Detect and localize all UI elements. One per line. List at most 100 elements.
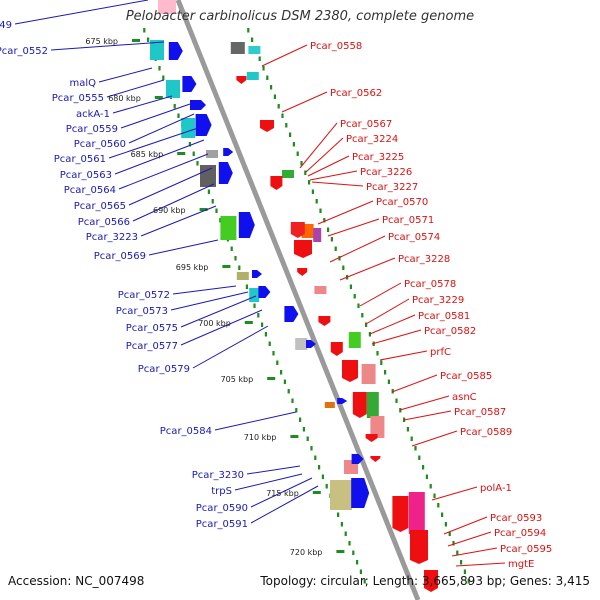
ruler-ticks xyxy=(132,28,470,584)
leader-line xyxy=(118,153,209,190)
ruler-dot xyxy=(387,379,390,384)
left-gene-label: Pcar_3223 xyxy=(86,232,138,243)
gene-arrow xyxy=(370,456,381,462)
ruler-dot xyxy=(361,313,364,318)
ruler-dot xyxy=(247,28,250,33)
kbp-tick xyxy=(132,39,140,42)
left-gene-label: Pcar_0577 xyxy=(126,341,178,352)
leader-line xyxy=(120,103,191,129)
left-gene-label: Pcar_0591 xyxy=(196,519,248,530)
ruler-dot xyxy=(356,560,359,565)
ruler-dot xyxy=(352,550,355,555)
ruler-dot xyxy=(299,417,302,422)
leader-line xyxy=(431,486,478,501)
leader-line xyxy=(329,235,386,263)
ruler-dot xyxy=(173,104,176,109)
gene-arrow xyxy=(351,478,370,508)
leader-line xyxy=(128,113,195,144)
ruler-dot xyxy=(196,161,199,166)
leader-line xyxy=(281,91,328,113)
leader-line xyxy=(14,0,149,25)
ruler-dot xyxy=(425,474,428,479)
leader-line xyxy=(246,465,301,475)
leader-line xyxy=(365,298,410,325)
gene-block xyxy=(230,42,245,54)
ruler-dot xyxy=(338,256,341,261)
ruler-dot xyxy=(281,113,284,118)
gene-arrow xyxy=(351,454,364,464)
ruler-dot xyxy=(280,370,283,375)
ruler-dot xyxy=(323,218,326,223)
gene-block xyxy=(206,150,218,158)
kbp-label: 695 kbp xyxy=(176,263,209,272)
leader-line xyxy=(403,410,452,421)
ruler-dot xyxy=(359,569,362,574)
gene-arrow xyxy=(260,120,274,132)
leader-line xyxy=(128,167,213,206)
left-gene-label: Pcar_0572 xyxy=(118,290,170,301)
ruler-dot xyxy=(353,294,356,299)
leader-line xyxy=(172,285,237,295)
kbp-tick xyxy=(312,491,321,494)
leader-line xyxy=(451,547,498,557)
gene-arrow xyxy=(218,162,233,184)
right-gene-label: Pcar_0581 xyxy=(418,311,470,322)
ruler-dot xyxy=(272,351,275,356)
right-gene-label: Pcar_0558 xyxy=(310,41,362,52)
ruler-dot xyxy=(376,351,379,356)
ruler-dot xyxy=(311,189,314,194)
kbp-tick xyxy=(336,550,345,553)
leader-line xyxy=(447,531,492,547)
ruler-dot xyxy=(158,66,161,71)
kbp-label: 685 kbp xyxy=(131,150,164,159)
gene-arrow xyxy=(306,340,316,348)
ruler-dot xyxy=(357,303,360,308)
right-gene-label: Pcar_3229 xyxy=(412,295,464,306)
left-gene-label: Pcar_0590 xyxy=(196,503,248,514)
gene-block xyxy=(330,480,352,510)
leader-line xyxy=(114,139,205,175)
ruler-dot xyxy=(262,66,265,71)
left-gene-label: Pcar_0549 xyxy=(0,20,12,31)
gene-block xyxy=(166,80,180,98)
leader-line xyxy=(234,473,303,491)
ruler-dot xyxy=(211,199,214,204)
gene-arrow xyxy=(424,570,438,592)
right-gene-label: Pcar_0570 xyxy=(376,197,428,208)
ruler-dot xyxy=(230,246,233,251)
left-gene-label: Pcar_3230 xyxy=(192,470,244,481)
leader-line xyxy=(132,183,215,222)
ruler-dot xyxy=(251,37,254,42)
leader-line xyxy=(112,95,173,114)
leader-line xyxy=(317,200,374,225)
ruler-dot xyxy=(340,522,343,527)
ruler-dot xyxy=(395,398,398,403)
right-gene-label: polA-1 xyxy=(480,483,512,494)
leader-line xyxy=(299,122,338,169)
ruler-dot xyxy=(406,427,409,432)
left-gene-label: Pcar_0575 xyxy=(126,323,178,334)
kbp-label: 680 kbp xyxy=(108,94,141,103)
gene-block xyxy=(246,72,259,80)
leader-line xyxy=(305,137,344,173)
kbp-label: 675 kbp xyxy=(85,37,118,46)
leader-line xyxy=(250,485,319,524)
gene-arrow xyxy=(392,496,409,532)
leader-line xyxy=(327,218,380,237)
kbp-tick xyxy=(177,152,186,155)
kbp-label: 700 kbp xyxy=(198,319,231,328)
gene-block xyxy=(150,40,164,60)
gene-block xyxy=(200,165,216,187)
gene-arrow xyxy=(410,530,428,564)
ruler-dot xyxy=(234,256,237,261)
ruler-dot xyxy=(368,332,371,337)
gene-block xyxy=(236,272,249,280)
ruler-dot xyxy=(348,541,351,546)
ruler-dot xyxy=(270,85,273,90)
gene-arrow xyxy=(352,392,367,418)
ruler-dot xyxy=(308,180,311,185)
kbp-label: 715 kbp xyxy=(266,489,299,498)
gene-arrow xyxy=(297,268,308,276)
